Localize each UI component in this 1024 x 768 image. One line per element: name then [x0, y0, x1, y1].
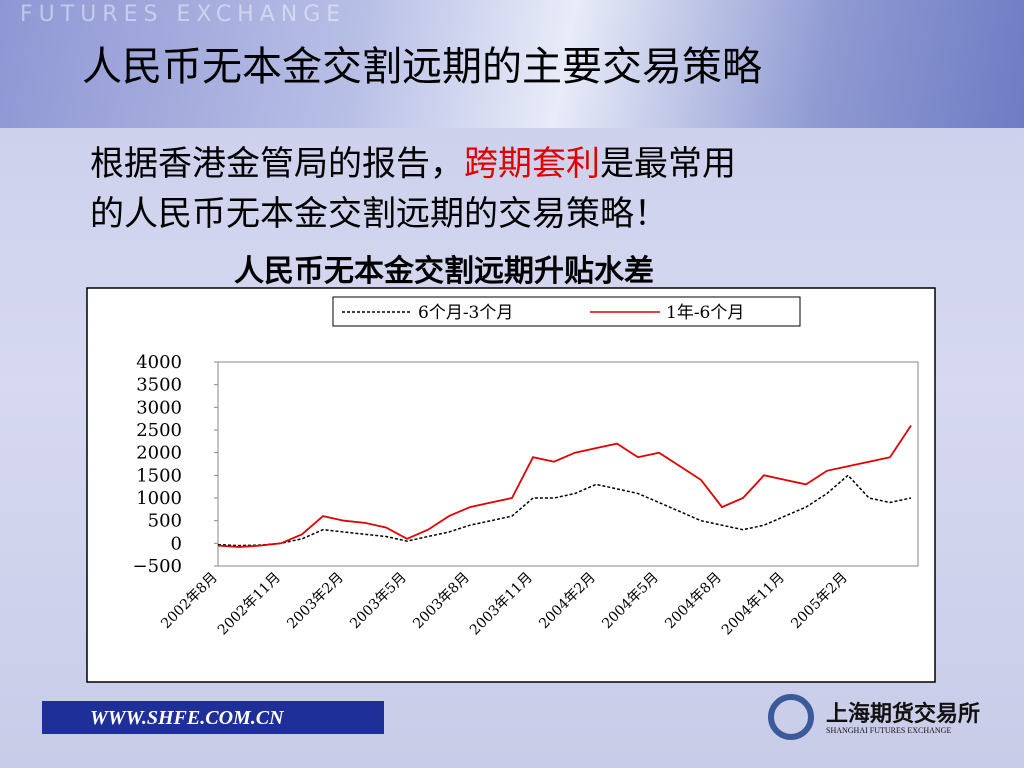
line-series	[217, 425, 912, 548]
y-tick-label: 3500	[136, 375, 182, 396]
logo-icon	[768, 694, 814, 740]
y-tick-label: 500	[148, 511, 182, 532]
body-line: 的人民币无本金交割远期的交易策略！	[90, 194, 668, 234]
y-tick-label: 1000	[136, 488, 182, 509]
text: 是最常用	[600, 144, 736, 184]
plot-frame	[217, 361, 919, 567]
logo-en: SHANGHAI FUTURES EXCHANGE	[826, 726, 952, 735]
y-tick-label: −500	[133, 556, 182, 577]
y-tick-label: 3000	[136, 397, 182, 418]
banner-text: FUTURES EXCHANGE	[20, 2, 347, 27]
legend-label: 1年-6个月	[666, 303, 744, 323]
text: 根据香港金管局的报告，	[90, 144, 464, 184]
y-tick-label: 4000	[136, 352, 182, 373]
footer-url: WWW.SHFE.COM.CN	[90, 707, 284, 729]
chart-title: 人民币无本金交割远期升贴水差	[234, 254, 654, 289]
banner	[0, 0, 1024, 128]
highlight: 跨期套利	[464, 144, 600, 184]
y-tick-label: 1500	[136, 465, 182, 486]
logo-cn: 上海期货交易所	[826, 701, 981, 727]
y-tick-label: 0	[171, 533, 182, 554]
y-tick-label: 2000	[136, 443, 182, 464]
legend-box	[332, 296, 801, 327]
y-tick-label: 2500	[136, 420, 182, 441]
slide-title: 人民币无本金交割远期的主要交易策略	[82, 44, 762, 90]
footer-bar	[42, 701, 384, 734]
body-line: 根据香港金管局的报告，跨期套利是最常用	[90, 136, 736, 185]
chart-frame	[86, 287, 936, 683]
legend-label: 6个月-3个月	[418, 303, 513, 323]
